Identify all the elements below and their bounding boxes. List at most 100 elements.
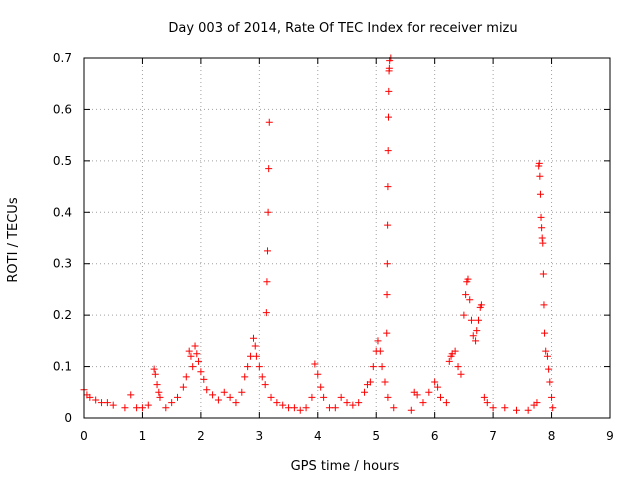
data-point [203, 386, 211, 394]
data-point [462, 291, 470, 299]
y-tick-label: 0.6 [53, 102, 72, 116]
chart-title: Day 003 of 2014, Rate Of TEC Index for r… [168, 21, 517, 36]
data-point [156, 393, 164, 401]
data-point [331, 404, 339, 412]
data-point [469, 332, 477, 340]
data-point [195, 357, 203, 365]
data-point [434, 383, 442, 391]
data-point [153, 381, 161, 389]
data-point [543, 352, 551, 360]
data-point [483, 399, 491, 407]
data-point [384, 147, 392, 155]
data-point [537, 213, 545, 221]
data-point [524, 406, 532, 414]
data-point [464, 275, 472, 283]
data-point [369, 363, 377, 371]
data-point [262, 309, 270, 317]
data-point [343, 399, 351, 407]
data-point [273, 399, 281, 407]
data-point [361, 388, 369, 396]
data-point [535, 159, 543, 167]
data-point [546, 378, 554, 386]
data-point [390, 404, 398, 412]
data-point [193, 350, 201, 358]
data-point [512, 406, 520, 414]
data-point [92, 396, 100, 404]
data-point [539, 239, 547, 247]
data-point [539, 270, 547, 278]
data-point [317, 383, 325, 391]
data-point [265, 165, 273, 173]
data-point [489, 404, 497, 412]
data-point [155, 388, 163, 396]
data-point [536, 190, 544, 198]
axis-ticks [83, 57, 611, 419]
data-point [138, 404, 146, 412]
data-point [151, 370, 159, 378]
data-point [150, 365, 158, 373]
data-point [384, 183, 392, 191]
data-point [109, 401, 117, 409]
data-point [413, 391, 421, 399]
x-tick-label: 1 [139, 429, 147, 443]
data-point [366, 378, 374, 386]
data-point [473, 327, 481, 335]
data-point [238, 388, 246, 396]
data-point [162, 404, 170, 412]
data-point [290, 404, 298, 412]
data-point [103, 399, 111, 407]
data-point [209, 391, 217, 399]
data-point [457, 370, 465, 378]
y-tick-labels: 0 0.1 0.2 0.3 0.4 0.5 0.6 0.7 [53, 51, 72, 425]
data-point [127, 391, 135, 399]
data-point [536, 172, 544, 180]
data-point [545, 365, 553, 373]
data-point [133, 404, 141, 412]
data-point [467, 316, 475, 324]
data-point [378, 363, 386, 371]
data-point [261, 381, 269, 389]
data-point [349, 401, 357, 409]
data-point [86, 393, 94, 401]
data-point [214, 396, 222, 404]
data-point [454, 363, 462, 371]
data-point [98, 399, 106, 407]
y-tick-label: 0.1 [53, 360, 72, 374]
x-tick-label: 8 [548, 429, 556, 443]
data-point [251, 342, 259, 350]
data-point [376, 347, 384, 355]
data-point [296, 406, 304, 414]
data-point [385, 64, 393, 72]
data-point [445, 357, 453, 365]
y-tick-label: 0 [64, 411, 72, 425]
x-tick-label: 2 [197, 429, 205, 443]
data-point [548, 393, 556, 401]
data-point [320, 393, 328, 401]
data-point [538, 234, 546, 242]
x-tick-label: 7 [489, 429, 497, 443]
data-point [425, 388, 433, 396]
y-tick-label: 0.3 [53, 257, 72, 271]
data-point [385, 87, 393, 95]
data-point [431, 378, 439, 386]
data-point [302, 404, 310, 412]
y-tick-label: 0.5 [53, 154, 72, 168]
data-point [232, 399, 240, 407]
data-point [337, 393, 345, 401]
x-axis-label: GPS time / hours [291, 459, 400, 474]
data-point [374, 337, 382, 345]
data-point [384, 113, 392, 121]
data-point [252, 352, 260, 360]
data-point [226, 393, 234, 401]
data-point [255, 363, 263, 371]
data-point [355, 399, 363, 407]
data-point [220, 388, 228, 396]
data-point [279, 401, 287, 409]
data-point [437, 393, 445, 401]
data-point [460, 311, 468, 319]
data-point [472, 337, 480, 345]
data-point [383, 260, 391, 268]
x-tick-label: 5 [372, 429, 380, 443]
grid-lines [84, 58, 610, 418]
